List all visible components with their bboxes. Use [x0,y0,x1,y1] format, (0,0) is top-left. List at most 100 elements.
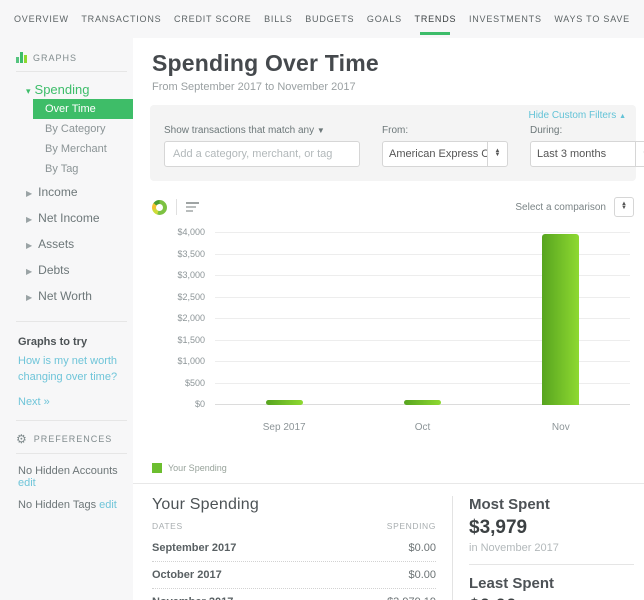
row-amount: $3,979.19 [387,596,436,600]
sidebar-item-spending[interactable]: ▾ Spending [0,78,133,99]
top-nav: OVERVIEW TRANSACTIONS CREDIT SCORE BILLS BUD… [0,0,644,38]
graphs-to-try-title: Graphs to try [18,336,88,348]
preference-label: No Hidden Accounts [18,464,118,477]
y-tick-label: $3,500 [177,248,205,259]
caret-up-icon: ▲ [619,113,626,120]
summary-section: Your Spending DATES SPENDING September 2… [133,484,644,600]
chevron-down-icon: ▾ [26,86,31,96]
match-filter-label: Show transactions that match any [164,125,315,136]
sidebar-item-debts[interactable]: ▶ Debts [0,257,133,283]
nav-tab-trends[interactable]: TRENDS [415,0,457,38]
preference-no-hidden-tags: No Hidden Tags edit [0,494,133,516]
table-row[interactable]: October 2017 $0.00 [152,561,436,588]
match-filter-dropdown[interactable]: Show transactions that match any ▼ [164,125,360,136]
nav-tab-overview[interactable]: OVERVIEW [14,0,69,38]
dates-column-header: DATES [152,521,183,531]
chevron-right-icon: ▶ [26,189,33,198]
most-spent-amount: $3,979 [469,517,528,538]
chevron-right-icon: ▶ [26,293,33,302]
stepper-icon: ▲▼ [614,197,634,217]
gridline [215,318,630,319]
gridline [215,382,630,384]
sidebar-item-label: Net Worth [38,289,92,303]
nav-tab-budgets[interactable]: BUDGETS [305,0,354,38]
spending-table: Your Spending DATES SPENDING September 2… [152,496,452,600]
nav-tab-label: BILLS [264,14,293,24]
x-tick-label: Oct [414,422,431,433]
sidebar-item-label: Debts [38,263,70,277]
divider [176,199,177,215]
row-amount: $0.00 [408,542,436,554]
during-period-value: Last 3 months [537,148,607,160]
nav-tab-credit-score[interactable]: CREDIT SCORE [174,0,251,38]
bar-oct[interactable] [403,400,441,405]
divider [16,452,127,454]
sidebar-item-over-time[interactable]: Over Time [33,99,133,119]
preferences-header-label: PREFERENCES [33,433,113,444]
sidebar-item-income[interactable]: ▶ Income [0,179,133,205]
y-tick-label: $4,000 [177,227,205,237]
row-amount: $0.00 [408,569,436,581]
graphs-header-label: GRAPHS [33,52,78,63]
sidebar-item-label: Assets [38,237,75,251]
bar-sep-2017[interactable] [265,400,303,405]
bar-nov[interactable] [542,233,580,405]
stepper-icon: ▲▼ [635,142,644,166]
next-graph-link[interactable]: Next » [18,395,50,408]
chart-legend: Your Spending [152,463,644,473]
row-date: November 2017 [152,596,233,600]
edit-link[interactable]: edit [18,476,36,489]
table-row[interactable]: November 2017 $3,979.19 [152,588,436,600]
divider [16,321,127,322]
row-date: September 2017 [152,542,237,554]
nav-tab-bills[interactable]: BILLS [264,0,293,38]
hide-custom-filters-link[interactable]: Hide Custom Filters ▲ [528,110,626,121]
nav-tab-label: CREDIT SCORE [174,14,252,24]
spending-column-header: SPENDING [386,521,436,531]
from-account-select[interactable]: American Express C... ▲▼ [382,141,508,167]
nav-tab-investments[interactable]: INVESTMENTS [469,0,542,38]
active-tab-underline [420,32,451,35]
nav-tab-label: TRENDS [414,14,457,24]
from-label: From: [382,125,409,136]
graphs-to-try-question-link[interactable]: How is my net worth changing over time? [18,355,118,383]
legend-swatch [152,463,162,473]
nav-tab-label: TRANSACTIONS [81,14,162,24]
sidebar-item-by-tag[interactable]: By Tag [45,163,79,175]
y-tick-label: $1,500 [177,334,205,345]
nav-tab-ways-to-save[interactable]: WAYS TO SAVE [554,0,630,38]
preference-label: No Hidden Tags [18,498,100,511]
divider [469,564,634,565]
most-spent-period: in November 2017 [469,542,559,554]
edit-link[interactable]: edit [99,498,117,511]
bar-chart-icon [16,52,27,63]
during-period-select[interactable]: Last 3 months ▲▼ [530,141,644,167]
sidebar-item-by-category[interactable]: By Category [45,123,106,135]
chart-toolbar: Select a comparison ▲ ▼ [152,197,634,217]
category-search-input[interactable] [164,141,360,167]
most-spent-title: Most Spent [469,496,550,513]
stepper-icon: ▲▼ [487,142,507,166]
hide-custom-filters-label: Hide Custom Filters [528,110,617,121]
sidebar-item-net-worth[interactable]: ▶ Net Worth [0,283,133,309]
main-content: Spending Over Time From September 2017 t… [133,38,644,600]
bar-chart-toggle-icon[interactable] [186,202,199,212]
sidebar-item-label: Income [38,185,78,199]
table-row[interactable]: September 2017 $0.00 [152,535,436,561]
sidebar-item-net-income[interactable]: ▶ Net Income [0,205,133,231]
x-tick-label: Sep 2017 [262,422,306,433]
least-spent-title: Least Spent [469,575,555,592]
nav-tab-transactions[interactable]: TRANSACTIONS [81,0,161,38]
stats-column: Most Spent $3,979 in November 2017 Least… [452,496,634,600]
sidebar-item-by-merchant[interactable]: By Merchant [45,143,107,155]
nav-tab-label: BUDGETS [305,14,355,24]
spending-children: Over Time By Category By Merchant By Tag [0,99,133,179]
most-spent-block: Most Spent $3,979 in November 2017 [469,496,634,554]
y-tick-label: $3,000 [177,270,205,280]
sidebar-item-assets[interactable]: ▶ Assets [0,231,133,257]
legend-label: Your Spending [168,463,227,473]
pie-chart-toggle-icon[interactable] [152,199,167,215]
nav-tab-goals[interactable]: GOALS [367,0,402,38]
comparison-select[interactable]: Select a comparison ▲ ▼ [515,197,634,217]
gridline [215,361,630,362]
